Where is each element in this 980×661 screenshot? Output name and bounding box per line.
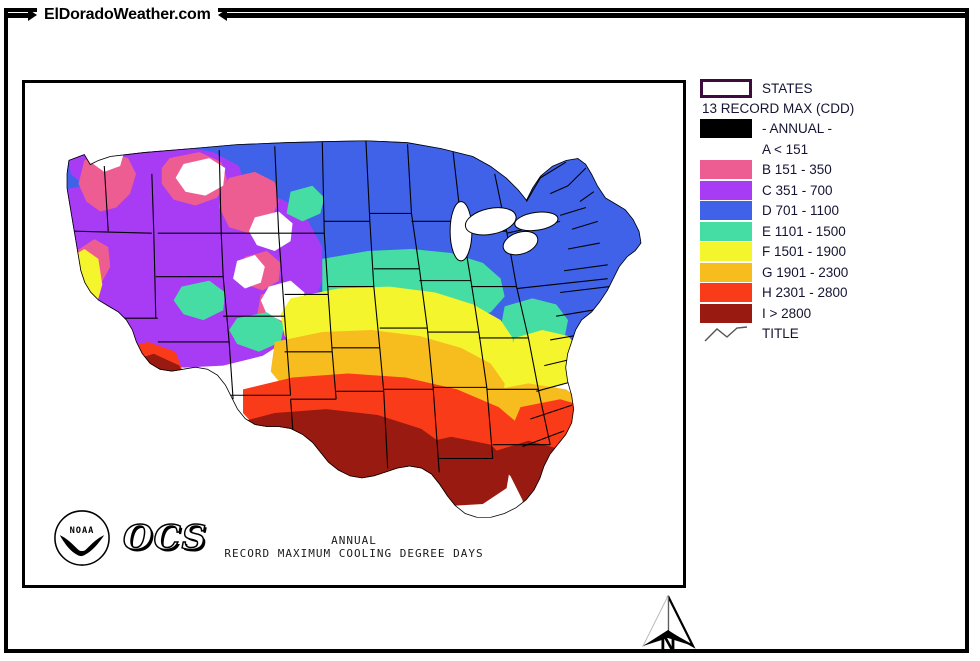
legend-label-B: B 151 - 350 <box>762 162 832 177</box>
legend-row-title: TITLE <box>700 324 950 345</box>
great-lakes <box>449 201 559 262</box>
legend-swatch-A <box>700 140 752 159</box>
north-label: N <box>660 630 676 655</box>
legend-label-D: D 701 - 1100 <box>762 203 840 218</box>
legend-swatch-title <box>700 324 752 343</box>
legend-row-states: STATES <box>700 78 950 99</box>
legend-label-title: TITLE <box>762 326 799 341</box>
legend-row-class-A: A < 151 <box>700 139 950 160</box>
legend-swatch-E <box>700 221 752 241</box>
arrow-right-icon <box>28 9 37 21</box>
cdd-choropleth-map[interactable] <box>25 83 683 585</box>
legend-row-class-I: I > 2800 <box>700 303 950 324</box>
band-E-mtwest <box>286 185 325 222</box>
legend-swatch-I <box>700 303 752 323</box>
legend-label-G: G 1901 - 2300 <box>762 264 849 280</box>
legend-row-class-G: G 1901 - 2300 <box>700 262 950 283</box>
legend-row-annual: - ANNUAL - <box>700 119 950 140</box>
legend-label-F: F 1501 - 1900 <box>762 244 847 259</box>
svg-text:NOAA: NOAA <box>70 526 95 536</box>
legend-swatch-B <box>700 160 752 180</box>
brand-rule-left <box>4 12 28 18</box>
zigzag-line-icon <box>704 326 748 342</box>
band-E-greatbasin-1 <box>173 280 226 321</box>
agency-logos: NOAA OCS <box>53 509 207 567</box>
north-arrow-icon <box>641 595 696 649</box>
legend-swatch-H <box>700 283 752 303</box>
legend-row-class-H: H 2301 - 2800 <box>700 283 950 304</box>
legend-label-annual: - ANNUAL - <box>762 121 833 136</box>
band-I-arizona <box>110 353 186 423</box>
legend-row-class-F: F 1501 - 1900 <box>700 242 950 263</box>
band-E-greatbasin-2 <box>229 312 285 352</box>
map-panel[interactable]: ANNUAL RECORD MAXIMUM COOLING DEGREE DAY… <box>22 80 686 588</box>
ocs-wordmark: OCS <box>122 517 208 559</box>
brand-title: ElDoradoWeather.com <box>37 7 218 23</box>
band-H-swdesert <box>106 341 184 406</box>
legend-label-E: E 1101 - 1500 <box>762 223 846 239</box>
legend-row-class-D: D 701 - 1100 <box>700 201 950 222</box>
legend-swatch-annual <box>700 119 752 139</box>
band-A-bighorn <box>248 211 293 251</box>
brand-rule-right <box>226 12 969 18</box>
legend-swatch-C <box>700 180 752 200</box>
band-A-glacier <box>175 158 226 196</box>
legend-row-class-B: B 151 - 350 <box>700 160 950 181</box>
legend-row-class-E: E 1101 - 1500 <box>700 221 950 242</box>
map-legend: STATES 13 RECORD MAX (CDD) - ANNUAL - A … <box>700 78 950 344</box>
band-B-cascades <box>78 152 136 212</box>
legend-swatch-G <box>700 262 752 282</box>
legend-label-states: STATES <box>762 80 813 96</box>
legend-label-A: A < 151 <box>762 141 809 157</box>
legend-swatch-D <box>700 201 752 221</box>
legend-swatch-states <box>700 78 752 98</box>
legend-label-H: H 2301 - 2800 <box>762 285 848 300</box>
arrow-left-icon <box>217 9 227 21</box>
legend-label-C: C 351 - 700 <box>762 182 833 198</box>
brand-header: ElDoradoWeather.com <box>4 4 969 26</box>
band-G-socal <box>66 308 105 358</box>
legend-row-class-C: C 351 - 700 <box>700 180 950 201</box>
legend-header: 13 RECORD MAX (CDD) <box>702 100 855 116</box>
legend-swatch-F <box>700 242 752 262</box>
noaa-logo-icon: NOAA <box>54 510 110 566</box>
band-A-wasatch-hi <box>233 254 265 289</box>
legend-label-I: I > 2800 <box>762 305 812 321</box>
